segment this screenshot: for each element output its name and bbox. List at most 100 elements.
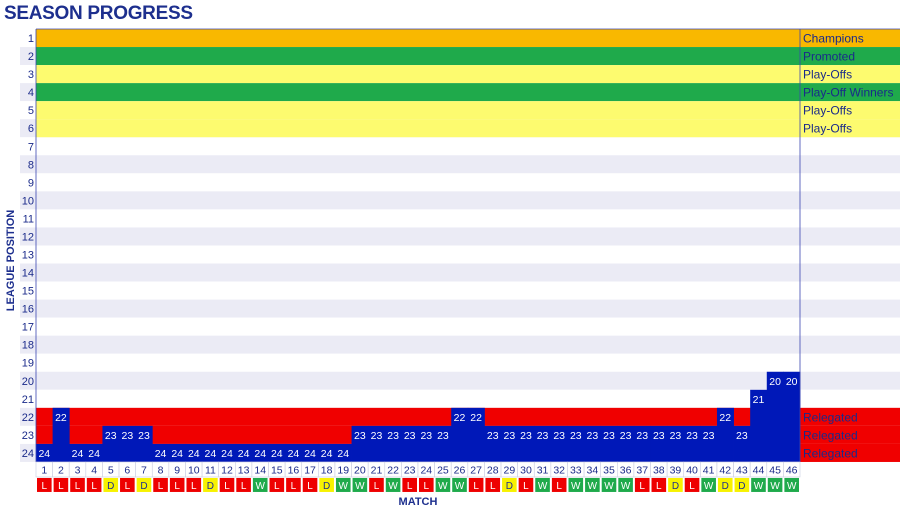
position-value-label: 24 [188, 448, 200, 460]
position-value-label: 23 [703, 430, 715, 442]
match-cell [783, 461, 801, 478]
result-label: W [438, 481, 448, 492]
position-bar [434, 425, 452, 462]
position-bar [285, 443, 303, 462]
position-value-label: 23 [670, 430, 682, 442]
page-title: SEASON PROGRESS [4, 3, 193, 24]
x-tick-label: 22 [387, 464, 399, 476]
position-bar [716, 407, 734, 462]
x-tick-label: 33 [570, 464, 582, 476]
position-bar [384, 425, 402, 462]
position-value-label: 22 [719, 412, 731, 424]
result-label: W [704, 481, 714, 492]
result-label: W [621, 481, 631, 492]
y-axis-title: LEAGUE POSITION [5, 210, 17, 312]
result-label: L [639, 481, 645, 492]
y-tick-label: 11 [23, 213, 34, 225]
result-label: L [191, 481, 197, 492]
result-cell [53, 477, 69, 492]
result-cell [701, 477, 716, 492]
result-label: L [307, 481, 313, 492]
position-value-label: 23 [587, 430, 599, 442]
x-tick-label: 17 [304, 464, 316, 476]
y-tick-label: 14 [22, 268, 34, 280]
position-bar [152, 443, 170, 462]
result-label: W [571, 481, 581, 492]
result-cell [668, 477, 683, 492]
position-value-label: 23 [570, 430, 582, 442]
position-bar [401, 425, 419, 462]
y-tick-label: 7 [28, 141, 34, 153]
position-bar [633, 425, 651, 462]
y-tick-label: 4 [28, 87, 34, 99]
y-tick-label: 17 [22, 322, 34, 334]
position-bar [650, 425, 668, 462]
y-tick-label: 5 [28, 105, 34, 117]
result-label: W [339, 481, 349, 492]
x-tick-label: 46 [786, 464, 798, 476]
x-tick-label: 24 [420, 464, 432, 476]
y-tick-label: 12 [22, 231, 34, 243]
y-tick-label: 6 [28, 123, 34, 135]
position-bar [168, 443, 186, 462]
x-tick-label: 31 [537, 464, 549, 476]
position-bar [550, 425, 568, 462]
zone-label: Relegated [803, 410, 858, 424]
row-stripe [20, 317, 900, 336]
x-tick-label: 2 [58, 464, 64, 476]
result-cell [784, 477, 799, 492]
result-label: L [556, 481, 562, 492]
result-cell [120, 477, 135, 492]
position-bar [202, 443, 220, 462]
position-bar [218, 443, 236, 462]
result-cell [435, 477, 451, 492]
position-value-label: 21 [753, 394, 765, 406]
row-stripe [20, 209, 900, 228]
result-cell [751, 477, 766, 492]
result-cell [601, 477, 617, 492]
result-cell [86, 477, 102, 492]
position-bar [85, 443, 103, 462]
position-value-label: 24 [288, 448, 300, 460]
result-label: L [158, 481, 164, 492]
position-value-label: 24 [205, 448, 217, 460]
zone-band-promoted [36, 83, 900, 102]
result-label: D [140, 481, 147, 492]
position-value-label: 24 [254, 448, 266, 460]
x-tick-label: 30 [520, 464, 532, 476]
result-label: L [656, 481, 662, 492]
position-value-label: 23 [138, 430, 150, 442]
x-tick-label: 39 [670, 464, 682, 476]
position-value-label: 23 [354, 430, 366, 442]
result-cell [269, 477, 285, 492]
row-stripe [20, 299, 900, 318]
y-tick-label: 24 [22, 448, 34, 460]
position-value-label: 24 [304, 448, 316, 460]
row-stripe [20, 353, 900, 372]
row-stripe [20, 245, 900, 264]
result-label: W [388, 481, 398, 492]
x-tick-label: 12 [221, 464, 233, 476]
result-label: D [323, 481, 330, 492]
result-cell [419, 477, 434, 492]
result-cell [37, 477, 52, 492]
position-value-label: 23 [122, 430, 134, 442]
position-bar [235, 443, 253, 462]
x-tick-label: 14 [254, 464, 266, 476]
position-value-label: 23 [553, 430, 565, 442]
result-cell [136, 477, 152, 492]
result-label: D [207, 481, 214, 492]
position-value-label: 24 [321, 448, 333, 460]
result-label: L [490, 481, 496, 492]
position-value-label: 22 [454, 412, 466, 424]
x-tick-label: 7 [141, 464, 147, 476]
result-label: L [407, 481, 413, 492]
x-tick-label: 41 [703, 464, 715, 476]
position-bar [52, 407, 70, 462]
result-cell [634, 477, 650, 492]
result-cell [252, 477, 268, 492]
row-stripe [20, 191, 900, 210]
x-tick-label: 11 [205, 464, 216, 476]
x-axis-title: MATCH [399, 496, 438, 508]
x-tick-label: 19 [337, 464, 349, 476]
